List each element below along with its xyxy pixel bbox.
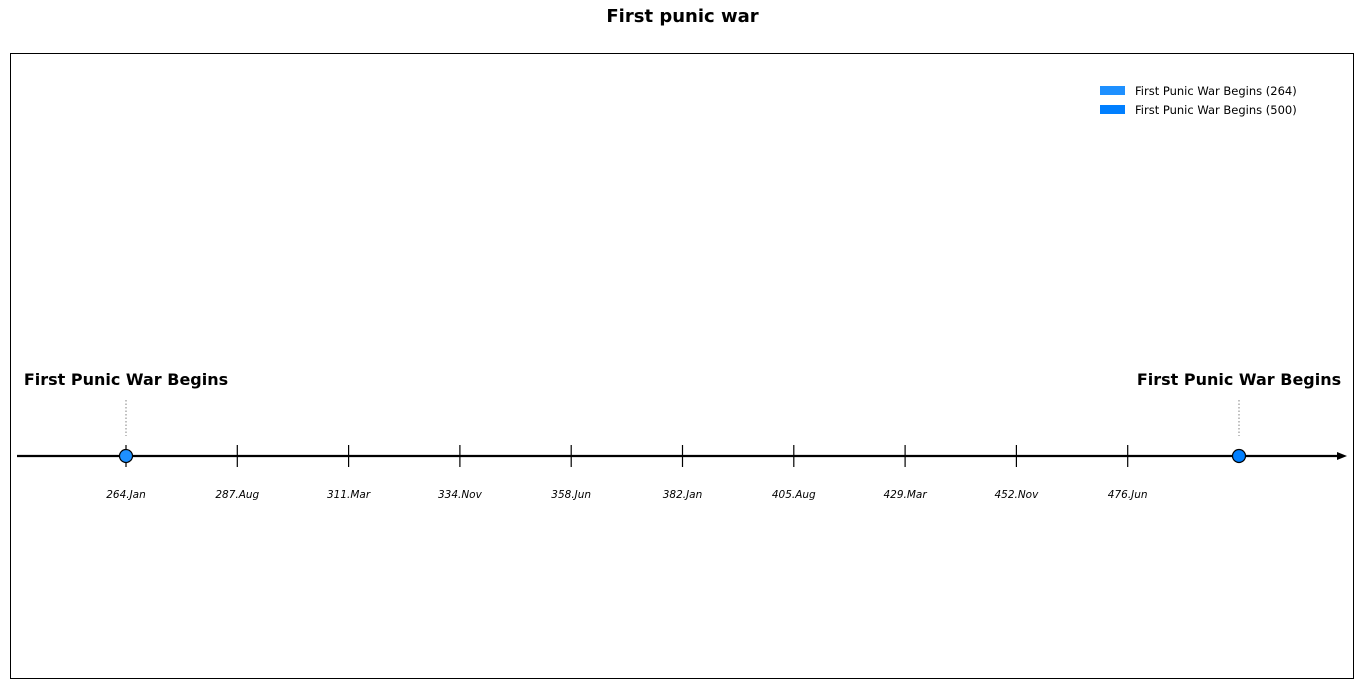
legend-item: First Punic War Begins (264): [1100, 81, 1297, 100]
legend-swatch: [1100, 86, 1125, 95]
legend-label: First Punic War Begins (264): [1135, 83, 1297, 98]
tick-label: 382.Jan: [663, 489, 703, 501]
legend-swatch: [1100, 105, 1125, 114]
tick-label: 311.Mar: [327, 489, 371, 501]
tick-label: 358.Jun: [551, 489, 591, 501]
legend: First Punic War Begins (264) First Punic …: [1100, 81, 1297, 119]
tick-label: 476.Jun: [1108, 489, 1148, 501]
event-label: First Punic War Begins: [24, 370, 228, 389]
tick-label: 429.Mar: [883, 489, 927, 501]
chart-frame: [10, 53, 1354, 679]
tick-label: 287.Aug: [215, 489, 259, 501]
tick-label: 334.Nov: [438, 489, 483, 501]
ticks-layer: 264.Jan 287.Aug 311.Mar 334.Nov 358.Jun 382.J…: [106, 445, 1148, 501]
event-marker: [118, 448, 134, 464]
tick-label: 452.Nov: [994, 489, 1039, 501]
legend-item: First Punic War Begins (500): [1100, 100, 1297, 119]
events-layer: First Punic War Begins First Punic War Be…: [24, 370, 1341, 464]
legend-label: First Punic War Begins (500): [1135, 102, 1297, 117]
timeline-arrow-icon: [1337, 452, 1347, 460]
tick-label: 405.Aug: [772, 489, 816, 501]
chart-title: First punic war: [606, 6, 759, 27]
event-marker: [1231, 448, 1247, 464]
tick-label: 264.Jan: [106, 489, 146, 501]
event-label: First Punic War Begins: [1137, 370, 1341, 389]
